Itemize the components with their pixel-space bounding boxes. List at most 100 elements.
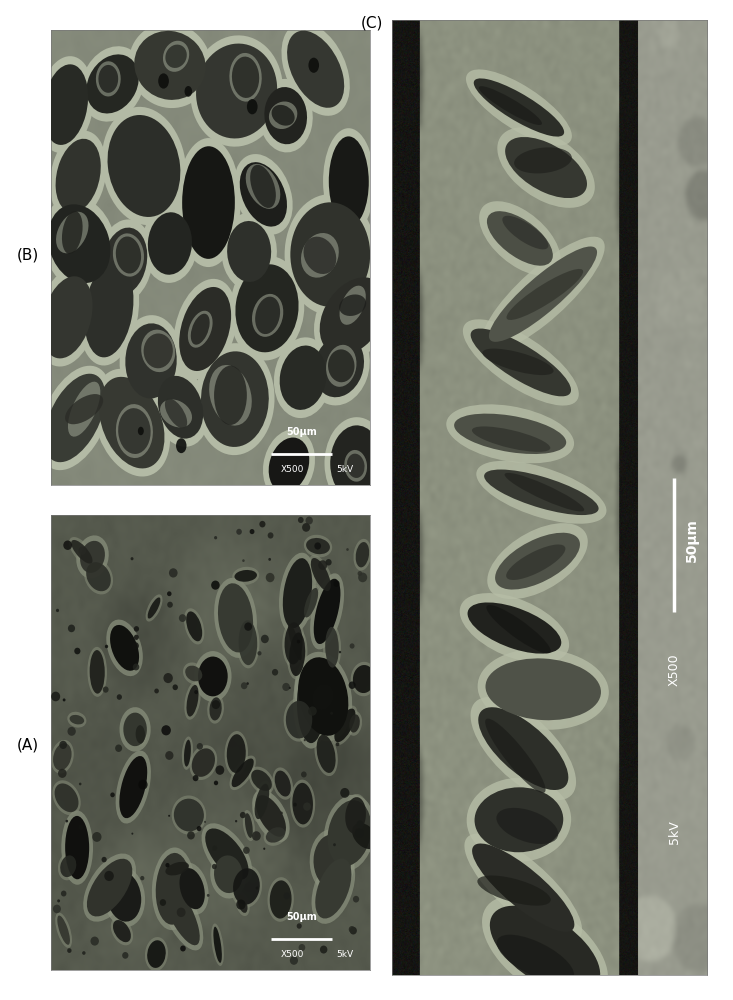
Ellipse shape [207, 894, 210, 897]
Ellipse shape [169, 568, 177, 578]
Ellipse shape [347, 711, 362, 736]
Ellipse shape [358, 571, 362, 576]
Ellipse shape [113, 233, 144, 277]
Ellipse shape [123, 713, 147, 746]
Ellipse shape [284, 892, 290, 899]
Ellipse shape [293, 661, 328, 749]
Ellipse shape [304, 588, 318, 617]
Ellipse shape [345, 450, 367, 482]
Ellipse shape [256, 886, 259, 890]
Ellipse shape [207, 694, 224, 724]
Ellipse shape [134, 626, 139, 632]
Ellipse shape [116, 236, 141, 274]
Ellipse shape [463, 319, 579, 406]
Ellipse shape [84, 854, 136, 922]
Ellipse shape [246, 682, 249, 685]
Ellipse shape [110, 792, 115, 797]
Ellipse shape [93, 369, 170, 477]
Ellipse shape [209, 365, 251, 426]
Ellipse shape [78, 547, 86, 555]
Ellipse shape [50, 131, 106, 221]
Ellipse shape [176, 863, 209, 915]
Ellipse shape [298, 944, 305, 951]
Ellipse shape [263, 848, 265, 850]
Ellipse shape [55, 912, 72, 948]
Ellipse shape [104, 871, 114, 881]
Ellipse shape [180, 868, 205, 909]
Ellipse shape [167, 602, 173, 608]
Ellipse shape [51, 692, 60, 701]
Ellipse shape [44, 374, 106, 462]
Ellipse shape [214, 366, 247, 425]
Ellipse shape [332, 706, 358, 745]
Ellipse shape [86, 54, 139, 113]
Ellipse shape [502, 216, 548, 249]
Ellipse shape [174, 279, 237, 379]
Ellipse shape [263, 429, 315, 501]
Ellipse shape [74, 648, 81, 654]
Ellipse shape [350, 927, 357, 935]
Ellipse shape [79, 783, 81, 785]
Ellipse shape [139, 780, 147, 790]
Ellipse shape [487, 211, 553, 266]
Ellipse shape [282, 619, 305, 668]
Ellipse shape [119, 315, 183, 407]
Ellipse shape [297, 640, 301, 643]
Ellipse shape [166, 862, 189, 875]
Ellipse shape [314, 335, 364, 397]
Ellipse shape [196, 743, 203, 750]
Ellipse shape [349, 681, 356, 689]
Ellipse shape [497, 935, 574, 983]
Ellipse shape [195, 343, 275, 455]
Ellipse shape [184, 682, 201, 720]
Ellipse shape [301, 771, 306, 777]
Ellipse shape [303, 237, 336, 274]
Ellipse shape [241, 682, 248, 689]
Text: 5kV: 5kV [336, 950, 353, 959]
Ellipse shape [252, 294, 283, 337]
Ellipse shape [148, 212, 192, 275]
Ellipse shape [155, 853, 191, 925]
Ellipse shape [297, 666, 324, 743]
Ellipse shape [86, 562, 111, 591]
Ellipse shape [227, 221, 271, 282]
Ellipse shape [147, 597, 161, 619]
Ellipse shape [466, 69, 572, 146]
Ellipse shape [103, 866, 145, 927]
Ellipse shape [110, 625, 139, 671]
Ellipse shape [330, 712, 333, 715]
Ellipse shape [310, 573, 344, 649]
Ellipse shape [286, 621, 303, 663]
Ellipse shape [163, 673, 173, 683]
Ellipse shape [141, 330, 175, 372]
Ellipse shape [311, 558, 331, 591]
Ellipse shape [138, 427, 144, 435]
Ellipse shape [505, 137, 587, 198]
Ellipse shape [314, 579, 340, 644]
Ellipse shape [312, 684, 334, 710]
Text: 5kV: 5kV [668, 820, 681, 844]
Ellipse shape [454, 414, 566, 454]
Ellipse shape [243, 847, 250, 854]
Ellipse shape [235, 892, 250, 916]
Ellipse shape [290, 780, 315, 828]
Ellipse shape [87, 859, 133, 916]
Ellipse shape [320, 946, 328, 954]
Ellipse shape [237, 895, 248, 913]
Ellipse shape [250, 529, 254, 534]
Ellipse shape [349, 926, 355, 933]
Ellipse shape [119, 707, 151, 752]
Ellipse shape [490, 906, 600, 994]
Ellipse shape [134, 31, 206, 100]
Ellipse shape [289, 687, 291, 689]
Ellipse shape [251, 770, 272, 791]
Ellipse shape [105, 645, 108, 648]
Ellipse shape [119, 756, 147, 818]
Ellipse shape [350, 662, 377, 696]
Ellipse shape [224, 731, 248, 776]
Ellipse shape [68, 625, 75, 632]
Text: (C): (C) [361, 15, 383, 30]
Ellipse shape [212, 864, 217, 869]
Ellipse shape [212, 846, 217, 851]
Ellipse shape [60, 855, 76, 877]
